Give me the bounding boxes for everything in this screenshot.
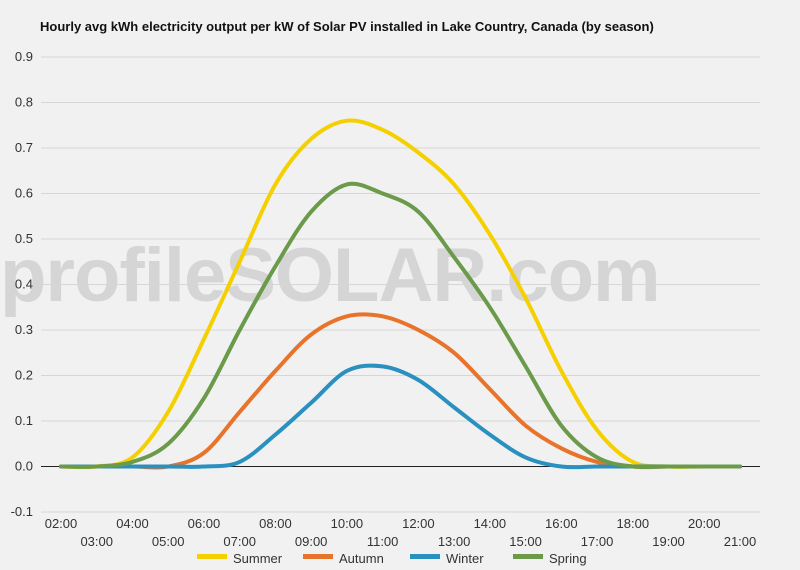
watermark: profileSOLAR.com [0,233,661,318]
x-tick-label: 04:00 [116,516,149,531]
y-tick-label: 0.6 [15,186,33,201]
legend-label-spring: Spring [549,551,587,566]
series-line-summer [59,118,742,470]
y-tick-label: 0.2 [15,368,33,383]
x-tick-label: 16:00 [545,516,578,531]
x-tick-label: 15:00 [509,534,542,549]
y-tick-label: 0.0 [15,459,33,474]
x-tick-label: 05:00 [152,534,185,549]
legend-swatch-autumn [303,554,333,559]
y-tick-label: 0.8 [15,95,33,110]
y-tick-label: 0.1 [15,413,33,428]
legend-swatch-spring [513,554,543,559]
y-tick-label: 0.5 [15,231,33,246]
x-tick-label: 10:00 [331,516,364,531]
legend-swatch-winter [410,554,440,559]
legend-swatch-summer [197,554,227,559]
x-tick-label: 20:00 [688,516,721,531]
x-tick-label: 08:00 [259,516,292,531]
x-tick-label: 13:00 [438,534,471,549]
y-tick-label: 0.3 [15,322,33,337]
x-tick-label: 11:00 [367,534,399,549]
chart-title: Hourly avg kWh electricity output per kW… [40,19,654,34]
x-tick-label: 02:00 [45,516,78,531]
x-tick-label: 03:00 [80,534,113,549]
y-tick-label: -0.1 [11,504,33,519]
x-tick-label: 14:00 [474,516,507,531]
x-tick-label: 19:00 [652,534,685,549]
x-tick-label: 06:00 [188,516,221,531]
x-tick-label: 09:00 [295,534,328,549]
x-tick-label: 17:00 [581,534,614,549]
y-tick-label: 0.4 [15,277,33,292]
series-line-winter [59,363,742,470]
x-tick-label: 07:00 [223,534,256,549]
legend-label-autumn: Autumn [339,551,384,566]
y-tick-label: 0.9 [15,49,33,64]
y-tick-label: 0.7 [15,140,33,155]
legend-label-summer: Summer [233,551,283,566]
series-line-spring [59,181,742,470]
legend-label-winter: Winter [446,551,484,566]
x-tick-label: 18:00 [617,516,650,531]
x-tick-label: 12:00 [402,516,435,531]
x-tick-label: 21:00 [724,534,757,549]
series-line-autumn [59,312,742,470]
